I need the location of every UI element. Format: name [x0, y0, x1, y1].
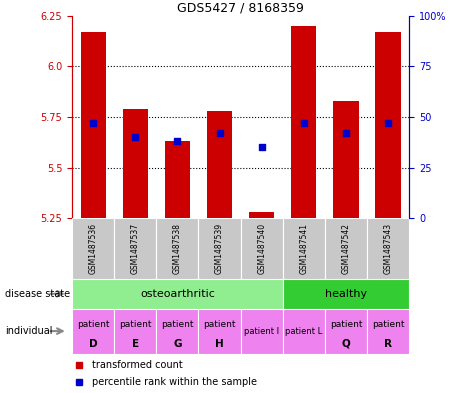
Text: patient: patient — [77, 320, 109, 329]
Text: GSM1487539: GSM1487539 — [215, 223, 224, 274]
Point — [174, 138, 181, 144]
Title: GDS5427 / 8168359: GDS5427 / 8168359 — [177, 2, 304, 15]
Text: patient: patient — [161, 320, 194, 329]
Text: H: H — [215, 339, 224, 349]
Point — [132, 134, 139, 140]
Point — [216, 130, 223, 136]
Bar — [80, 32, 106, 218]
Bar — [199, 309, 241, 354]
Bar — [72, 218, 114, 279]
Bar — [283, 279, 409, 309]
Bar — [156, 218, 199, 279]
Bar — [283, 309, 325, 354]
Text: patient: patient — [203, 320, 236, 329]
Text: E: E — [132, 339, 139, 349]
Bar — [156, 309, 199, 354]
Text: GSM1487542: GSM1487542 — [341, 223, 351, 274]
Text: GSM1487538: GSM1487538 — [173, 223, 182, 274]
Text: patient: patient — [372, 320, 405, 329]
Text: G: G — [173, 339, 182, 349]
Bar — [207, 111, 232, 218]
Point — [385, 120, 392, 126]
Text: GSM1487540: GSM1487540 — [257, 223, 266, 274]
Text: patient L: patient L — [285, 327, 322, 336]
Bar — [114, 218, 156, 279]
Point — [89, 120, 97, 126]
Text: patient: patient — [330, 320, 362, 329]
Point — [300, 120, 307, 126]
Bar — [325, 218, 367, 279]
Text: patient I: patient I — [244, 327, 279, 336]
Text: Q: Q — [342, 339, 350, 349]
Bar — [72, 309, 114, 354]
Text: GSM1487536: GSM1487536 — [89, 223, 98, 274]
Bar — [367, 218, 409, 279]
Text: percentile rank within the sample: percentile rank within the sample — [92, 377, 257, 387]
Text: transformed count: transformed count — [92, 360, 183, 370]
Text: osteoarthritic: osteoarthritic — [140, 289, 215, 299]
Bar — [367, 309, 409, 354]
Bar — [114, 309, 156, 354]
Bar — [72, 279, 283, 309]
Text: individual: individual — [5, 326, 52, 336]
Text: D: D — [89, 339, 98, 349]
Bar — [123, 109, 148, 218]
Bar — [249, 212, 274, 218]
Bar — [375, 32, 401, 218]
Bar — [199, 218, 241, 279]
Text: patient: patient — [119, 320, 152, 329]
Bar — [241, 218, 283, 279]
Point — [342, 130, 350, 136]
Text: disease state: disease state — [5, 289, 70, 299]
Bar — [333, 101, 359, 218]
Text: R: R — [384, 339, 392, 349]
Text: GSM1487541: GSM1487541 — [299, 223, 308, 274]
Bar — [325, 309, 367, 354]
Bar — [241, 309, 283, 354]
Bar — [165, 141, 190, 218]
Bar — [291, 26, 317, 218]
Point — [258, 144, 266, 151]
Text: healthy: healthy — [325, 289, 367, 299]
Text: GSM1487537: GSM1487537 — [131, 223, 140, 274]
Text: GSM1487543: GSM1487543 — [384, 223, 392, 274]
Bar — [283, 218, 325, 279]
